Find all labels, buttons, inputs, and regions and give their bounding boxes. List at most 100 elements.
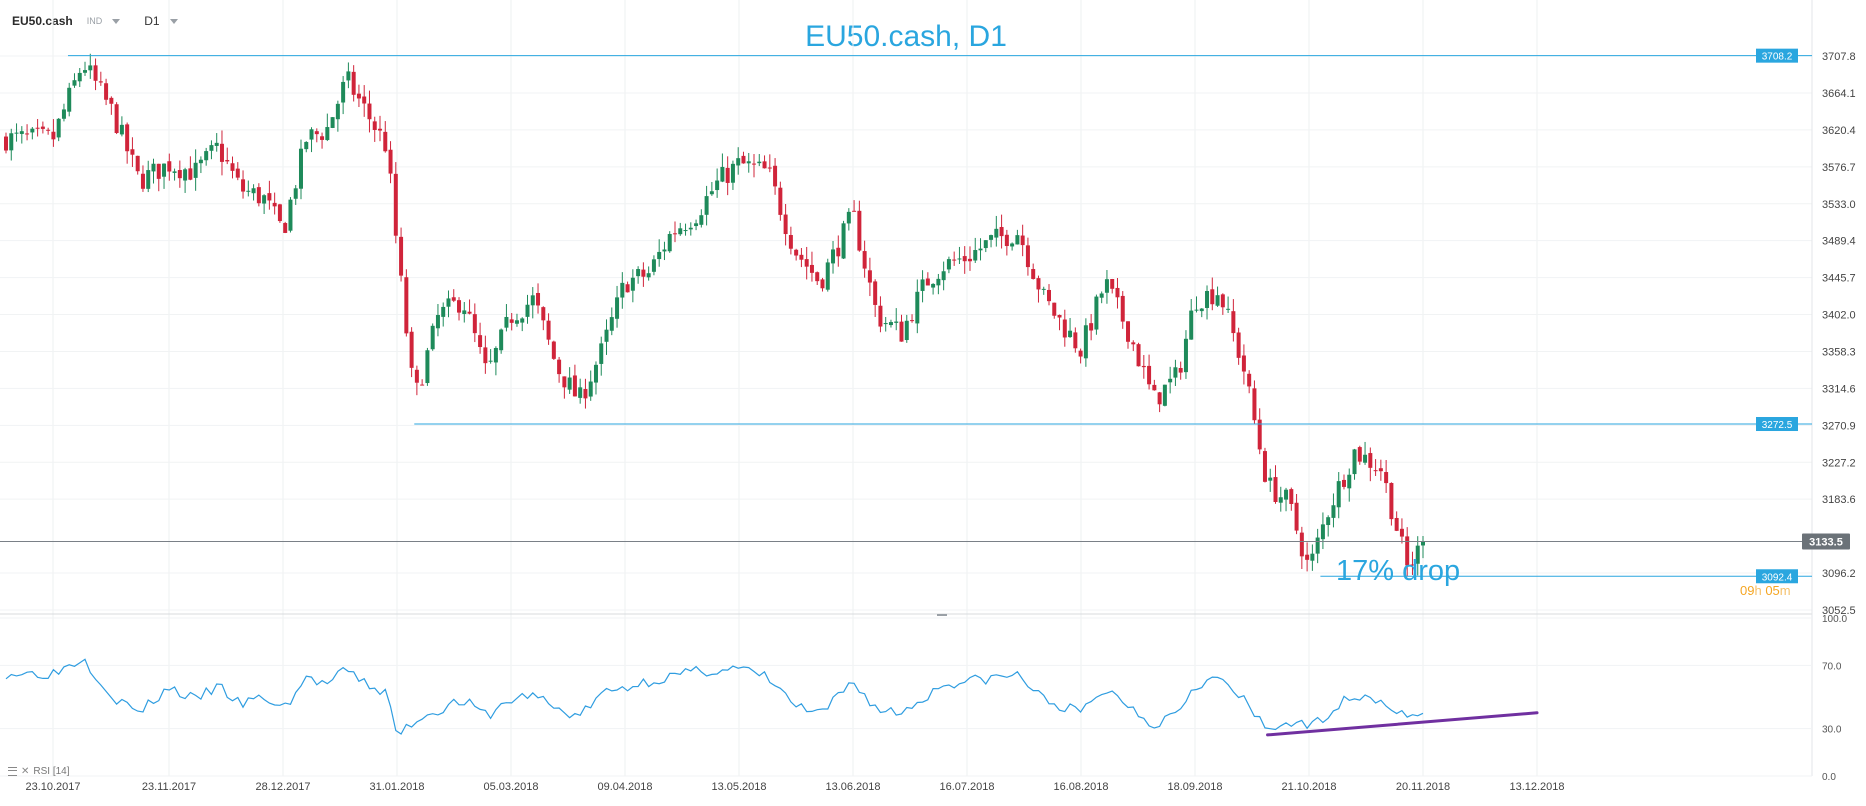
candle-body [1189,310,1194,340]
symbol-dropdown-icon[interactable] [112,18,121,24]
current-price-badge [1802,533,1850,550]
candle-body [362,96,367,104]
candle-body [1052,302,1057,316]
candle-body [1378,468,1383,472]
candle-body [346,71,351,81]
candle-body [536,292,541,306]
candle-body [1257,419,1262,450]
candle-body [404,277,409,334]
level-label: 3272.5 [1762,420,1793,431]
candle-body [383,131,388,152]
candle-body [1025,245,1030,268]
candle-body [736,158,741,166]
candle-body [557,359,562,375]
candle-body [1352,449,1357,475]
candle-body [1341,479,1346,487]
candle-body [1041,288,1046,290]
candle-body [367,103,372,120]
level-label-bg [1756,417,1798,432]
price-tick-label: 3664.1 [1822,88,1856,100]
candle-body [335,103,340,120]
candle-body [1399,528,1404,537]
candle-body [620,282,625,298]
time-axis: 23.10.2017 23.11.2017 28.12.2017 31.01.2018… [25,781,1564,793]
candle-body [1141,365,1146,368]
annotation-17pct-drop: 17% drop [1336,555,1460,587]
candle-body [867,270,872,283]
candle-body [615,297,620,319]
timeframe-selector[interactable]: D1 [144,14,160,28]
candle-body [467,311,472,314]
settings-lines-icon[interactable] [8,767,17,776]
pane-resize-handle [937,614,947,616]
candle-body [1373,470,1378,472]
candle-body [409,331,414,368]
candle-body [156,163,161,179]
rsi-pane: 100.0 70.0 30.0 0.0 [0,614,1847,783]
current-price-label: 3133.5 [1809,537,1843,549]
candle-body [1215,295,1220,306]
candle-body [1305,554,1310,560]
candle-body [725,167,730,183]
candle-body [878,305,883,327]
candle-body [757,161,762,164]
candle-body [1110,278,1115,289]
candle-body [720,166,725,182]
candle-body [1162,384,1167,406]
rsi-trendline [1266,711,1539,737]
candle-body [293,188,298,199]
close-icon[interactable]: ✕ [21,766,30,777]
date-tick-label: 23.10.2017 [25,781,80,793]
candle-body [1320,524,1325,540]
rsi-tick-label: 100.0 [1822,614,1847,625]
candle-body [314,131,319,135]
candle-body [1104,279,1109,293]
candle-body [499,329,504,351]
candle-body [804,259,809,267]
candle-body [393,173,398,236]
candle-body [1194,309,1199,311]
candle-body [488,360,493,362]
candle-body [40,126,45,129]
candle-body [446,298,451,307]
candle-body [483,347,488,364]
candle-body [852,210,857,212]
candle-body [19,131,24,134]
candle-body [1273,477,1278,502]
candle-body [973,250,978,261]
candle-body [941,271,946,281]
candle-body [931,283,936,288]
candle-body [752,163,757,165]
candle-body [262,195,267,204]
date-tick-label: 31.01.2018 [369,781,424,793]
candle-body [546,320,551,340]
candle-body [588,381,593,397]
date-tick-label: 13.12.2018 [1509,781,1564,793]
candle-body [114,104,119,133]
date-tick-label: 23.11.2017 [142,781,196,793]
candle-body [251,188,256,194]
candle-body [1241,355,1246,372]
candle-body [699,215,704,225]
candle-body [841,223,846,259]
candle-body [1336,481,1341,508]
candle-body [1120,295,1125,322]
symbol-name[interactable]: EU50.cash [12,14,73,28]
candle-body [1147,365,1152,385]
candle-body [683,230,688,232]
candle-body [1252,388,1257,421]
candle-body [46,129,51,131]
candle-body [198,159,203,164]
candle-body [472,314,477,334]
rsi-indicator-tag: ✕ RSI [14] [8,766,70,777]
candle-body [1220,294,1225,308]
candle-body [4,136,8,151]
candle-body [1015,235,1020,245]
candle-body [509,319,514,323]
timeframe-dropdown-icon[interactable] [169,18,178,24]
rsi-tick-label: 30.0 [1822,725,1842,736]
candle-body [177,170,182,179]
price-tick-label: 3227.2 [1822,457,1856,469]
candle-body [873,281,878,305]
